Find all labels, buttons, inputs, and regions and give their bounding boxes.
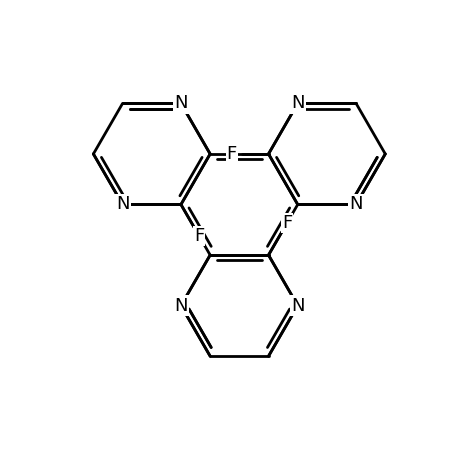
Text: N: N	[174, 94, 188, 112]
Text: F: F	[194, 228, 205, 245]
Text: N: N	[291, 297, 304, 314]
Text: N: N	[291, 94, 304, 112]
Text: N: N	[174, 297, 188, 314]
Text: N: N	[349, 196, 363, 213]
Text: F: F	[226, 145, 237, 163]
Text: N: N	[116, 196, 129, 213]
Text: F: F	[282, 214, 292, 232]
